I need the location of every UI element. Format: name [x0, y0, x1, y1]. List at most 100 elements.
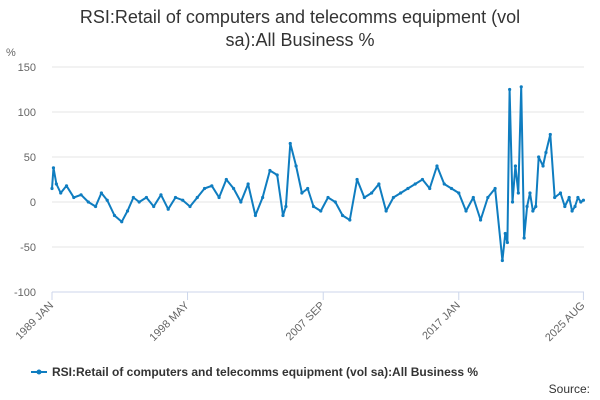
data-point[interactable] — [112, 213, 117, 218]
data-point[interactable] — [576, 195, 580, 200]
data-point[interactable] — [531, 209, 535, 213]
data-point[interactable] — [516, 191, 520, 195]
data-point[interactable] — [239, 200, 243, 204]
data-point[interactable] — [50, 186, 54, 191]
data-point[interactable] — [54, 182, 58, 186]
data-point[interactable] — [281, 213, 285, 218]
data-point[interactable] — [210, 184, 214, 188]
series-line[interactable] — [51, 85, 584, 262]
data-point[interactable] — [548, 132, 552, 137]
data-point[interactable] — [510, 200, 515, 204]
data-point[interactable] — [534, 204, 538, 209]
data-point[interactable] — [288, 141, 292, 146]
x-tick-label: 2007 SEP — [284, 300, 328, 344]
data-point[interactable] — [464, 209, 468, 213]
data-point[interactable] — [202, 186, 207, 191]
data-point[interactable] — [137, 200, 141, 204]
data-point[interactable] — [525, 204, 529, 209]
data-point[interactable] — [522, 236, 526, 240]
data-point[interactable] — [51, 166, 56, 170]
data-point[interactable] — [570, 209, 574, 213]
data-point[interactable] — [579, 200, 583, 204]
data-point[interactable] — [528, 191, 532, 195]
y-tick-label: 0 — [30, 197, 36, 209]
data-point[interactable] — [544, 150, 548, 155]
data-point[interactable] — [340, 213, 345, 218]
data-point[interactable] — [384, 209, 388, 213]
y-tick-label: 50 — [24, 152, 36, 164]
data-point[interactable] — [125, 209, 130, 213]
data-point[interactable] — [268, 168, 272, 173]
data-point[interactable] — [500, 258, 504, 263]
data-point[interactable] — [326, 195, 330, 200]
data-point[interactable] — [217, 195, 221, 200]
data-point[interactable] — [72, 195, 76, 200]
data-point[interactable] — [420, 177, 425, 182]
data-point[interactable] — [79, 193, 83, 197]
data-point[interactable] — [370, 191, 374, 195]
data-point[interactable] — [537, 155, 541, 159]
data-point[interactable] — [166, 207, 170, 211]
data-point[interactable] — [306, 186, 310, 191]
data-point[interactable] — [59, 191, 63, 195]
data-point[interactable] — [399, 191, 403, 195]
data-point[interactable] — [188, 204, 192, 209]
data-point[interactable] — [173, 195, 178, 200]
data-point[interactable] — [567, 195, 571, 200]
data-point[interactable] — [131, 195, 135, 200]
data-point[interactable] — [541, 164, 545, 168]
data-point[interactable] — [391, 195, 395, 200]
data-point[interactable] — [471, 195, 475, 200]
data-point[interactable] — [311, 204, 316, 209]
data-point[interactable] — [253, 213, 257, 218]
data-point[interactable] — [275, 173, 279, 177]
data-point[interactable] — [195, 195, 199, 200]
data-point[interactable] — [152, 204, 156, 209]
data-point[interactable] — [435, 164, 439, 168]
data-point[interactable] — [428, 186, 432, 191]
data-point[interactable] — [159, 193, 163, 197]
data-point[interactable] — [563, 204, 567, 209]
y-tick-label: -50 — [20, 242, 36, 254]
data-point[interactable] — [478, 218, 483, 222]
legend[interactable]: RSI:Retail of computers and telecomms eq… — [31, 365, 478, 379]
data-point[interactable] — [93, 204, 98, 209]
data-point[interactable] — [449, 186, 454, 191]
data-point[interactable] — [86, 200, 90, 204]
data-point[interactable] — [486, 195, 490, 200]
data-point[interactable] — [99, 191, 103, 195]
data-point[interactable] — [503, 231, 507, 236]
data-point[interactable] — [519, 85, 523, 89]
data-point[interactable] — [120, 220, 124, 224]
data-point[interactable] — [442, 182, 446, 186]
data-point[interactable] — [355, 177, 359, 182]
legend-label: RSI:Retail of computers and telecomms eq… — [52, 365, 478, 379]
data-point[interactable] — [581, 198, 586, 202]
data-point[interactable] — [457, 191, 461, 195]
data-point[interactable] — [505, 240, 510, 245]
data-point[interactable] — [284, 204, 288, 209]
data-point[interactable] — [553, 195, 557, 200]
data-point[interactable] — [300, 191, 304, 195]
data-point[interactable] — [406, 186, 410, 191]
data-point[interactable] — [573, 204, 577, 209]
data-point[interactable] — [413, 182, 417, 186]
data-point[interactable] — [508, 87, 512, 92]
data-point[interactable] — [333, 200, 337, 204]
data-point[interactable] — [246, 182, 250, 186]
data-point[interactable] — [319, 209, 323, 213]
data-point[interactable] — [348, 218, 352, 222]
data-point[interactable] — [144, 195, 149, 200]
data-point[interactable] — [362, 195, 366, 200]
data-point[interactable] — [224, 177, 228, 182]
data-point[interactable] — [181, 198, 185, 202]
data-point[interactable] — [261, 195, 265, 200]
data-point[interactable] — [64, 184, 69, 188]
data-point[interactable] — [513, 164, 518, 168]
data-point[interactable] — [294, 164, 298, 168]
data-point[interactable] — [105, 198, 109, 202]
data-point[interactable] — [377, 182, 381, 186]
data-point[interactable] — [558, 191, 563, 195]
data-point[interactable] — [493, 186, 497, 191]
data-point[interactable] — [231, 186, 236, 191]
